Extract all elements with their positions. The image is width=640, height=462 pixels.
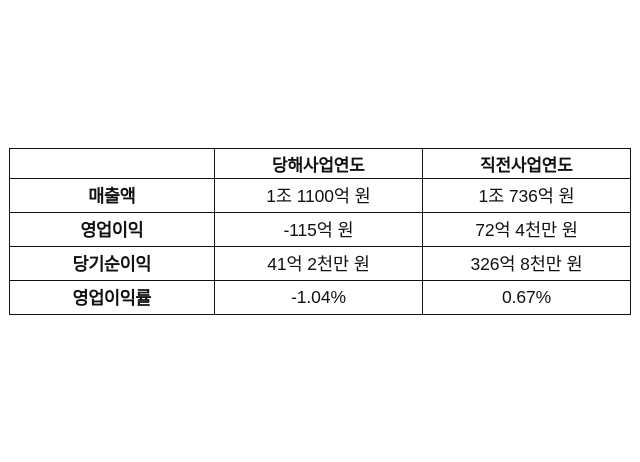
table-header-row: 당해사업연도 직전사업연도 [9, 148, 631, 179]
table-corner-cell [9, 148, 215, 179]
table-row: 매출액 1조 1100억 원 1조 736억 원 [9, 178, 631, 213]
table-row: 영업이익률 -1.04% 0.67% [9, 280, 631, 315]
column-header-previous-fiscal-year: 직전사업연도 [422, 148, 631, 179]
cell-revenue-current: 1조 1100억 원 [214, 178, 423, 213]
cell-operating-profit-current: -115억 원 [214, 212, 423, 247]
row-label-operating-profit: 영업이익 [9, 212, 215, 247]
row-label-net-income: 당기순이익 [9, 246, 215, 281]
row-label-operating-margin: 영업이익률 [9, 280, 215, 315]
cell-net-income-current: 41억 2천만 원 [214, 246, 423, 281]
column-header-current-fiscal-year: 당해사업연도 [214, 148, 423, 179]
table-row: 당기순이익 41억 2천만 원 326억 8천만 원 [9, 246, 631, 281]
table-row: 영업이익 -115억 원 72억 4천만 원 [9, 212, 631, 247]
row-label-revenue: 매출액 [9, 178, 215, 213]
table-body: 매출액 1조 1100억 원 1조 736억 원 영업이익 -115억 원 72… [9, 178, 631, 315]
financial-summary-table-container: 당해사업연도 직전사업연도 매출액 1조 1100억 원 1조 736억 원 영… [9, 148, 631, 315]
cell-operating-profit-previous: 72억 4천만 원 [422, 212, 631, 247]
cell-operating-margin-current: -1.04% [214, 280, 423, 315]
cell-revenue-previous: 1조 736억 원 [422, 178, 631, 213]
financial-summary-table: 당해사업연도 직전사업연도 매출액 1조 1100억 원 1조 736억 원 영… [9, 148, 631, 315]
cell-operating-margin-previous: 0.67% [422, 280, 631, 315]
cell-net-income-previous: 326억 8천만 원 [422, 246, 631, 281]
